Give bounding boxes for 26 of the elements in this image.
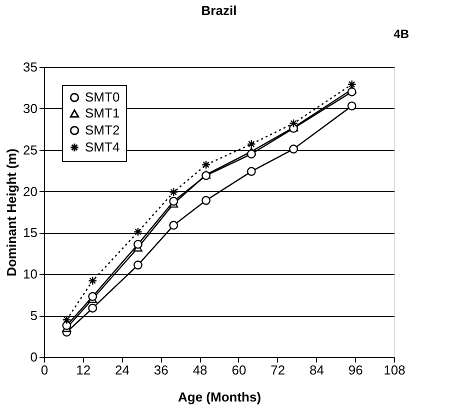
x-axis-title: Age (Months): [178, 390, 262, 404]
x-tick-label: 96: [348, 362, 363, 378]
y-tick-label: 10: [23, 266, 38, 282]
legend-label: SMT1: [85, 106, 120, 120]
y-axis-title: Dominant Height (m): [4, 148, 20, 276]
text: 4B: [394, 27, 410, 41]
legend-label: SMT2: [85, 122, 120, 138]
legend-label: SMT0: [85, 90, 120, 104]
chart-title: Brazil: [201, 3, 237, 18]
x-tick-label: 108: [384, 362, 406, 378]
x-tick-label: 36: [154, 362, 168, 378]
x-tick-label: 0: [40, 362, 48, 378]
y-tick-label: 20: [23, 184, 38, 199]
x-tick-label: 84: [309, 362, 324, 378]
y-tick-label: 25: [23, 142, 38, 158]
legend-label: SMT4: [85, 140, 120, 154]
x-tick-label: 12: [76, 362, 91, 378]
x-tick-label: 48: [192, 362, 208, 378]
y-tick-label: 35: [23, 60, 38, 74]
x-tick-label: 60: [232, 362, 246, 378]
y-tick-label: 30: [23, 100, 38, 116]
x-tick-label: 72: [270, 362, 286, 378]
y-tick-label: 5: [30, 308, 38, 324]
x-tick-label: 24: [115, 362, 130, 378]
y-tick-label: 15: [23, 225, 38, 240]
y-tick-label: 0: [30, 350, 38, 364]
